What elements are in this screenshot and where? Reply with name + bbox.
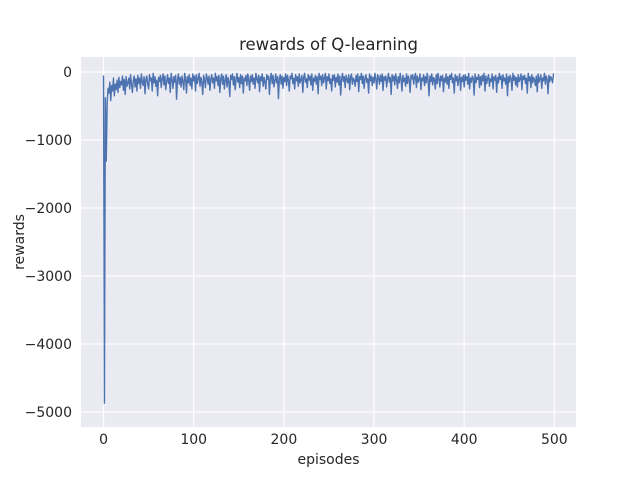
- plot-area: [81, 57, 576, 427]
- chart-title: rewards of Q-learning: [239, 35, 418, 54]
- x-tick-label: 0: [99, 432, 108, 448]
- y-tick-label: −1000: [25, 133, 72, 149]
- grid-lines: [81, 57, 576, 427]
- y-tick-label: −5000: [25, 405, 72, 421]
- x-tick-label: 300: [361, 432, 388, 448]
- y-tick-labels: 0 −1000 −2000 −3000 −4000 −5000: [25, 65, 72, 421]
- x-tick-label: 200: [271, 432, 298, 448]
- x-tick-label: 500: [541, 432, 568, 448]
- x-tick-label: 100: [180, 432, 207, 448]
- x-tick-labels: 0 100 200 300 400 500: [99, 432, 568, 448]
- reward-line-series: [102, 72, 555, 404]
- y-tick-label: −3000: [25, 269, 72, 285]
- x-axis-label: episodes: [297, 452, 360, 468]
- x-tick-label: 400: [451, 432, 478, 448]
- y-tick-label: 0: [63, 65, 72, 81]
- y-axis-label-text: rewards: [12, 214, 28, 270]
- y-tick-label: −4000: [25, 337, 72, 353]
- y-tick-label: −2000: [25, 201, 72, 217]
